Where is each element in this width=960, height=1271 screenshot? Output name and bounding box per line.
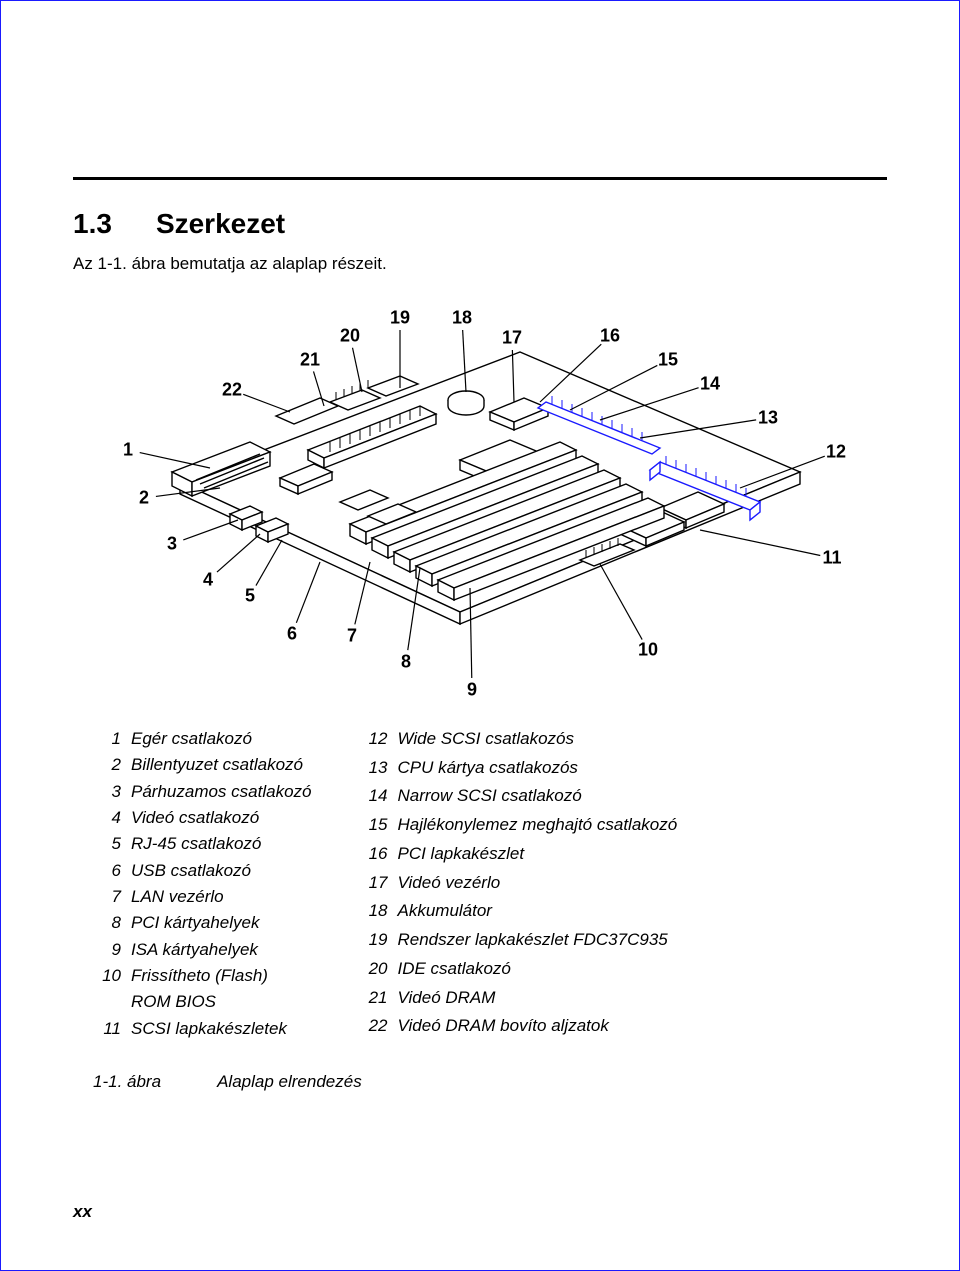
legend-number: 6 [93,858,121,884]
caption-text: Alaplap elrendezés [217,1072,362,1091]
legend-number: 3 [93,779,121,805]
intro-text: Az 1-1. ábra bemutatja az alaplap részei… [73,254,887,274]
legend-text: Egér csatlakozó [131,726,311,752]
legend-text: Hajlékonylemez meghajtó csatlakozó [397,812,677,841]
legend-number: 19 [359,927,387,956]
diagram-label: 1 [123,440,133,461]
legend-number: 2 [93,752,121,778]
legend-text: IDE csatlakozó [397,956,677,985]
legend-number [93,989,121,1015]
diagram-label: 18 [452,308,472,329]
heading-title: Szerkezet [156,208,285,240]
legend-number: 13 [359,755,387,784]
diagram-label: 19 [390,308,410,329]
legend-text: USB csatlakozó [131,858,311,884]
legend-text: ISA kártyahelyek [131,937,311,963]
legend-number: 7 [93,884,121,910]
legend-text: Videó vezérlo [397,870,677,899]
diagram-label: 12 [826,442,846,463]
legend-number: 21 [359,985,387,1014]
diagram-label: 13 [758,408,778,429]
page: 1.3 Szerkezet Az 1-1. ábra bemutatja az … [0,0,960,1271]
diagram-label: 11 [822,548,841,569]
legend-text: Videó DRAM [397,985,677,1014]
motherboard-diagram: 12345678910111213141516171819202122 [100,292,860,702]
legend-number: 5 [93,831,121,857]
legend-text: Akkumulátor [397,898,677,927]
legend-text: PCI kártyahelyek [131,910,311,936]
motherboard-svg [100,292,860,702]
diagram-label: 5 [245,586,255,607]
legend-text: Billentyuzet csatlakozó [131,752,311,778]
page-number: xx [73,1202,92,1222]
legend-number: 15 [359,812,387,841]
legend-number: 22 [359,1013,387,1042]
legend-number: 11 [93,1016,121,1042]
legend-number: 1 [93,726,121,752]
legend-text: ROM BIOS [131,989,311,1015]
diagram-label: 17 [502,328,522,349]
legend-number: 17 [359,870,387,899]
diagram-label: 4 [203,570,213,591]
diagram-label: 20 [340,326,360,347]
legend-text: Frissítheto (Flash) [131,963,311,989]
legend-text: Videó DRAM bovíto aljzatok [397,1013,677,1042]
heading-number: 1.3 [73,208,112,240]
legend-number: 14 [359,783,387,812]
legend-text: Narrow SCSI csatlakozó [397,783,677,812]
legend-text: PCI lapkakészlet [397,841,677,870]
legend-number: 12 [359,726,387,755]
legend-number: 9 [93,937,121,963]
legend-text: CPU kártya csatlakozós [397,755,677,784]
diagram-label: 6 [287,624,297,645]
diagram-label: 15 [658,350,678,371]
legend-text: SCSI lapkakészletek [131,1016,311,1042]
caption-label: 1-1. ábra [93,1072,213,1092]
legend-text: LAN vezérlo [131,884,311,910]
figure-caption: 1-1. ábra Alaplap elrendezés [93,1072,867,1092]
diagram-label: 21 [300,350,320,371]
diagram-label: 10 [638,640,658,661]
legend-left-column: 1 Egér csatlakozó 2 Billentyuzet csatlakozó… [93,726,311,1042]
legend-text: RJ-45 csatlakozó [131,831,311,857]
legend-text: Rendszer lapkakészlet FDC37C935 [397,927,677,956]
legend-text: Videó csatlakozó [131,805,311,831]
legend-text: Wide SCSI csatlakozós [397,726,677,755]
diagram-label: 22 [222,380,242,401]
diagram-label: 16 [600,326,620,347]
legend-number: 20 [359,956,387,985]
legend-number: 8 [93,910,121,936]
diagram-label: 14 [700,374,720,395]
legend-text: Párhuzamos csatlakozó [131,779,311,805]
diagram-label: 7 [347,626,357,647]
diagram-label: 2 [139,488,149,509]
top-rule [73,177,887,180]
diagram-label: 3 [167,534,177,555]
diagram-label: 9 [467,680,477,701]
diagram-label: 8 [401,652,411,673]
legend-number: 18 [359,898,387,927]
legend-number: 4 [93,805,121,831]
legend-number: 10 [93,963,121,989]
legend: 1 Egér csatlakozó 2 Billentyuzet csatlakozó… [93,726,867,1042]
legend-right-column: 12 Wide SCSI csatlakozós 13 CPU kártya csat… [359,726,677,1042]
section-heading: 1.3 Szerkezet [73,208,887,240]
legend-number: 16 [359,841,387,870]
